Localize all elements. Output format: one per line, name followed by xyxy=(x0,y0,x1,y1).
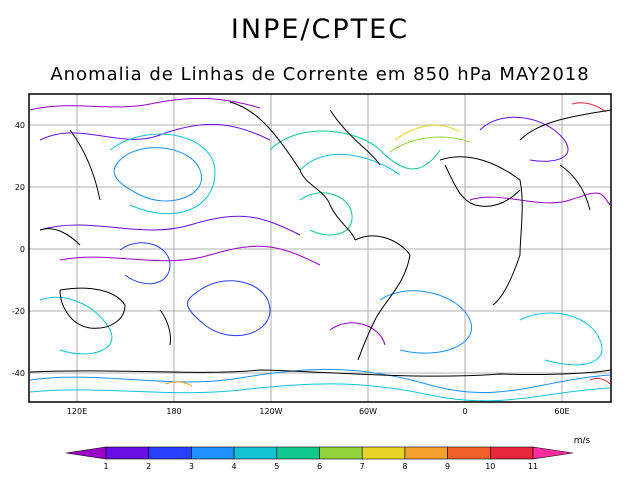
lon-label: 180 xyxy=(166,407,181,416)
lat-label: -20 xyxy=(12,307,25,316)
colorbar-segment xyxy=(191,446,235,460)
colorbar-tick-label: 1 xyxy=(103,462,108,471)
lon-label: 60W xyxy=(359,407,377,416)
lon-label: 120E xyxy=(67,407,87,416)
colorbar-tick-label: 7 xyxy=(360,462,365,471)
colorbar-segment xyxy=(319,446,363,460)
colorbar-tick-label: 8 xyxy=(402,462,407,471)
colorbar-right-arrow xyxy=(532,446,574,460)
lon-label: 120W xyxy=(259,407,282,416)
colorbar-segment xyxy=(105,446,150,460)
colorbar-segment xyxy=(404,446,448,460)
longitude-labels: 120E 180 120W 60W 0 60E xyxy=(67,407,570,416)
lon-label: 60E xyxy=(554,407,569,416)
lat-label: -40 xyxy=(12,369,25,378)
map-background xyxy=(29,94,611,402)
colorbar-tick-label: 4 xyxy=(232,462,237,471)
map-gridlines xyxy=(29,94,611,402)
colorbar-segment xyxy=(489,446,534,460)
page-title: INPE/CPTEC xyxy=(230,14,410,45)
colorbar-tick-label: 9 xyxy=(445,462,450,471)
colorbar-left-arrow xyxy=(65,446,107,460)
colorbar-segment xyxy=(148,446,192,460)
colorbar-tick-label: 5 xyxy=(274,462,279,471)
colorbar-tick-label: 3 xyxy=(189,462,194,471)
colorbar-segment xyxy=(447,446,491,460)
colorbar-segment xyxy=(361,446,406,460)
lat-label: 20 xyxy=(15,183,25,192)
colorbar-tick-label: 6 xyxy=(317,462,322,471)
streamlines xyxy=(29,97,611,402)
lon-label: 0 xyxy=(462,407,467,416)
colorbar-tick-label: 11 xyxy=(528,462,538,471)
latitude-labels: 40 20 0 -20 -40 xyxy=(12,121,25,378)
map-subtitle: Anomalia de Linhas de Corrente em 850 hP… xyxy=(50,64,590,85)
colorbar-ticks: 1 2 3 4 5 6 7 8 9 10 11 xyxy=(103,462,538,471)
coastlines xyxy=(29,101,611,377)
colorbar-unit: m/s xyxy=(574,436,591,446)
colorbar-segment xyxy=(276,446,320,460)
lat-label: 40 xyxy=(15,121,25,130)
lat-label: 0 xyxy=(20,245,25,254)
colorbar-tick-label: 10 xyxy=(485,462,495,471)
colorbar xyxy=(65,446,574,460)
colorbar-tick-label: 2 xyxy=(146,462,151,471)
colorbar-segment xyxy=(233,446,278,460)
map-frame xyxy=(28,93,612,403)
